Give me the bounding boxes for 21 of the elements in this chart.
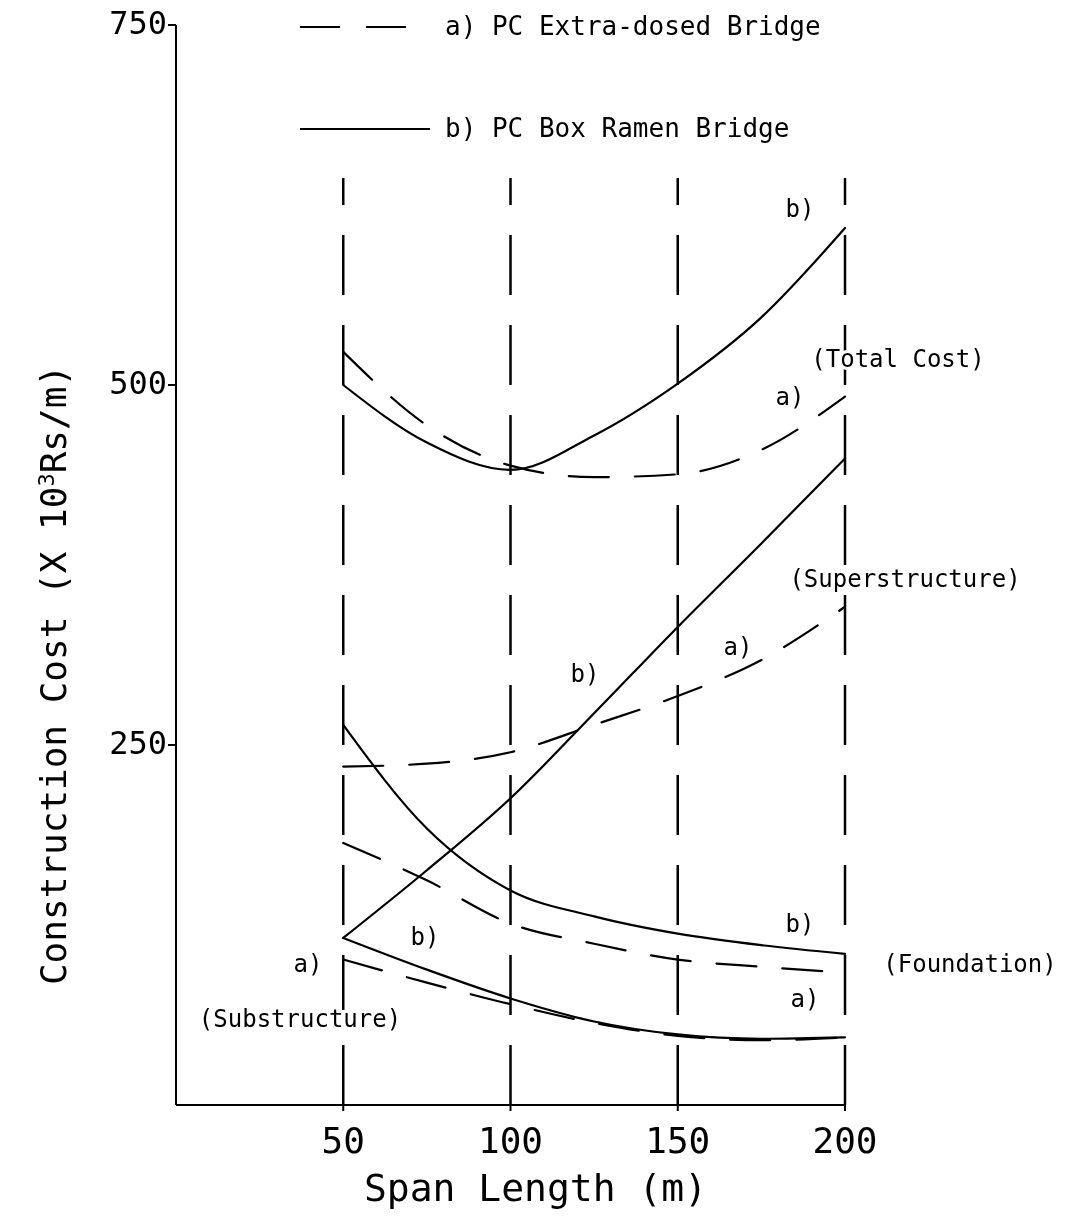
annotation: b) [785,910,815,938]
annotation: (Substructure) [198,1005,402,1033]
legend-label: b) PC Box Ramen Bridge [445,112,790,143]
annotation: a) [775,383,805,411]
legend-label: a) PC Extra-dosed Bridge [445,10,821,41]
annotation: a) [790,985,820,1013]
annotation: b) [570,660,600,688]
x-tick-label: 100 [477,1120,544,1161]
y-tick-label: 250 [109,724,167,762]
annotation: (Superstructure) [789,565,1021,593]
x-tick-label: 200 [812,1120,878,1161]
annotation: b) [785,195,815,223]
annotation: a) [293,950,323,978]
text: (Foundation) [883,950,1057,978]
y-tick-label: 500 [109,364,167,402]
annotation: b) [410,923,440,951]
x-axis-title: Span Length (m) [363,1166,708,1210]
x-tick-label: 150 [645,1120,711,1161]
x-tick-label: 50 [321,1120,365,1161]
y-tick-label: 750 [109,4,167,42]
annotation: a) [723,633,753,661]
